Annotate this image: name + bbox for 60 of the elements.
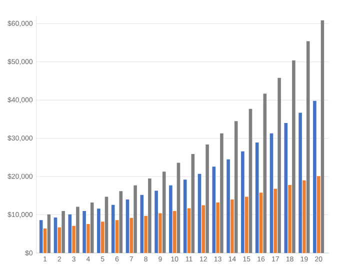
bar bbox=[191, 154, 195, 253]
bar bbox=[248, 108, 252, 253]
bar bbox=[302, 180, 306, 253]
bar bbox=[274, 188, 278, 253]
bar bbox=[148, 178, 152, 253]
bar bbox=[76, 206, 80, 253]
bar bbox=[198, 174, 202, 253]
bar bbox=[316, 176, 320, 253]
bar bbox=[226, 159, 230, 253]
bar bbox=[134, 185, 137, 253]
bar bbox=[130, 218, 134, 253]
bar bbox=[100, 222, 104, 253]
bar bbox=[39, 220, 43, 253]
bar bbox=[144, 216, 148, 253]
bar bbox=[58, 227, 62, 253]
bar bbox=[313, 100, 316, 253]
bar bbox=[104, 196, 108, 253]
bar bbox=[154, 190, 158, 253]
bar bbox=[320, 20, 324, 253]
bar bbox=[172, 210, 176, 253]
bar bbox=[162, 172, 166, 253]
bar bbox=[140, 194, 144, 253]
bar bbox=[202, 205, 206, 253]
bar bbox=[169, 185, 172, 253]
bar bbox=[230, 199, 234, 253]
bar bbox=[68, 214, 72, 253]
bar bbox=[259, 192, 263, 253]
bar bbox=[115, 220, 119, 253]
bar bbox=[119, 191, 123, 253]
bar bbox=[292, 60, 296, 253]
bar bbox=[306, 41, 310, 253]
bar bbox=[183, 180, 187, 253]
bar bbox=[47, 214, 51, 253]
bar bbox=[212, 166, 216, 253]
bar bbox=[206, 144, 209, 253]
bar bbox=[158, 213, 162, 253]
bar bbox=[43, 228, 47, 253]
bar bbox=[255, 142, 259, 253]
bar bbox=[54, 217, 58, 253]
bar bbox=[263, 94, 267, 253]
bar bbox=[241, 151, 244, 253]
bar bbox=[90, 202, 94, 253]
bar bbox=[284, 123, 288, 253]
bar bbox=[244, 196, 248, 253]
bar bbox=[72, 226, 76, 253]
bar bbox=[234, 121, 238, 253]
bar bbox=[82, 210, 86, 253]
bar bbox=[97, 208, 100, 253]
bar bbox=[288, 184, 292, 253]
bar bbox=[216, 202, 220, 253]
bar bbox=[270, 133, 274, 253]
bar bbox=[298, 112, 302, 253]
bar bbox=[86, 224, 90, 253]
bar bbox=[176, 162, 180, 253]
bar bbox=[187, 208, 191, 253]
bar bbox=[220, 133, 224, 253]
bar bbox=[111, 204, 115, 253]
bar bbox=[62, 210, 65, 253]
bar bbox=[126, 199, 130, 253]
bar bbox=[278, 78, 281, 253]
